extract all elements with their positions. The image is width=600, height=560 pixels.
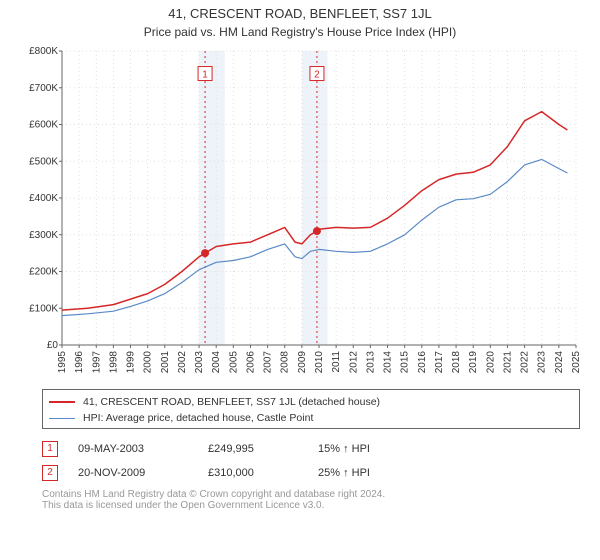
sale-date: 09-MAY-2003 (78, 443, 208, 455)
legend: 41, CRESCENT ROAD, BENFLEET, SS7 1JL (de… (42, 389, 580, 429)
svg-text:2018: 2018 (451, 351, 462, 374)
sale-price: £249,995 (208, 443, 318, 455)
sale-delta: 15% ↑ HPI (318, 443, 458, 455)
svg-text:2017: 2017 (434, 351, 445, 374)
svg-text:2025: 2025 (571, 351, 580, 374)
svg-text:1996: 1996 (74, 351, 85, 374)
svg-text:£700K: £700K (29, 83, 58, 94)
svg-text:2012: 2012 (348, 351, 359, 374)
svg-text:£300K: £300K (29, 230, 58, 241)
svg-text:1: 1 (202, 70, 208, 81)
legend-swatch (49, 418, 75, 419)
svg-text:2008: 2008 (280, 351, 291, 374)
svg-text:2010: 2010 (314, 351, 325, 374)
svg-text:2005: 2005 (228, 351, 239, 374)
title-line-1: 41, CRESCENT ROAD, BENFLEET, SS7 1JL (0, 0, 600, 21)
svg-text:1997: 1997 (91, 351, 102, 374)
legend-label: 41, CRESCENT ROAD, BENFLEET, SS7 1JL (de… (83, 396, 380, 408)
sale-row: 1 09-MAY-2003£249,99515% ↑ HPI (42, 437, 580, 461)
svg-text:1995: 1995 (57, 351, 68, 374)
sale-row: 2 20-NOV-2009£310,00025% ↑ HPI (42, 461, 580, 485)
svg-text:2006: 2006 (245, 351, 256, 374)
line-chart-svg: £0 £100K £200K £300K £400K £500K £600K £700K £80… (20, 45, 580, 385)
svg-text:2015: 2015 (400, 351, 411, 374)
sale-number-badge: 2 (42, 465, 58, 481)
svg-text:£600K: £600K (29, 120, 58, 131)
footer-line-2: This data is licensed under the Open Gov… (42, 500, 580, 511)
svg-text:2021: 2021 (502, 351, 513, 374)
svg-text:2022: 2022 (520, 351, 531, 374)
sale-date: 20-NOV-2009 (78, 467, 208, 479)
svg-text:2013: 2013 (365, 351, 376, 374)
legend-label: HPI: Average price, detached house, Cast… (83, 412, 313, 424)
svg-text:2023: 2023 (537, 351, 548, 374)
legend-item: HPI: Average price, detached house, Cast… (49, 410, 573, 426)
svg-text:2009: 2009 (297, 351, 308, 374)
svg-text:2: 2 (314, 70, 320, 81)
svg-text:2011: 2011 (331, 351, 342, 373)
svg-text:1999: 1999 (126, 351, 137, 374)
sale-rows: 1 09-MAY-2003£249,99515% ↑ HPI 2 20-NOV-200… (42, 437, 580, 485)
sale-delta: 25% ↑ HPI (318, 467, 458, 479)
svg-text:2020: 2020 (485, 351, 496, 374)
svg-text:£200K: £200K (29, 267, 58, 278)
svg-text:2024: 2024 (554, 351, 565, 374)
svg-text:2002: 2002 (177, 351, 188, 374)
footer-line-1: Contains HM Land Registry data © Crown c… (42, 489, 580, 500)
legend-swatch (49, 401, 75, 403)
svg-text:£0: £0 (47, 340, 59, 351)
svg-text:2003: 2003 (194, 351, 205, 374)
svg-text:2014: 2014 (383, 351, 394, 374)
svg-text:£400K: £400K (29, 193, 58, 204)
svg-text:£100K: £100K (29, 303, 58, 314)
sale-number-badge: 1 (42, 441, 58, 457)
svg-text:2000: 2000 (143, 351, 154, 374)
svg-text:£500K: £500K (29, 156, 58, 167)
footer: Contains HM Land Registry data © Crown c… (42, 489, 580, 511)
svg-text:2001: 2001 (160, 351, 171, 374)
svg-text:2019: 2019 (468, 351, 479, 374)
svg-text:2004: 2004 (211, 351, 222, 374)
svg-text:2016: 2016 (417, 351, 428, 374)
sale-price: £310,000 (208, 467, 318, 479)
legend-item: 41, CRESCENT ROAD, BENFLEET, SS7 1JL (de… (49, 394, 573, 410)
svg-text:2007: 2007 (263, 351, 274, 374)
svg-text:£800K: £800K (29, 46, 58, 57)
svg-text:1998: 1998 (108, 351, 119, 374)
title-line-2: Price paid vs. HM Land Registry's House … (0, 21, 600, 45)
chart: £0 £100K £200K £300K £400K £500K £600K £700K £80… (20, 45, 580, 385)
